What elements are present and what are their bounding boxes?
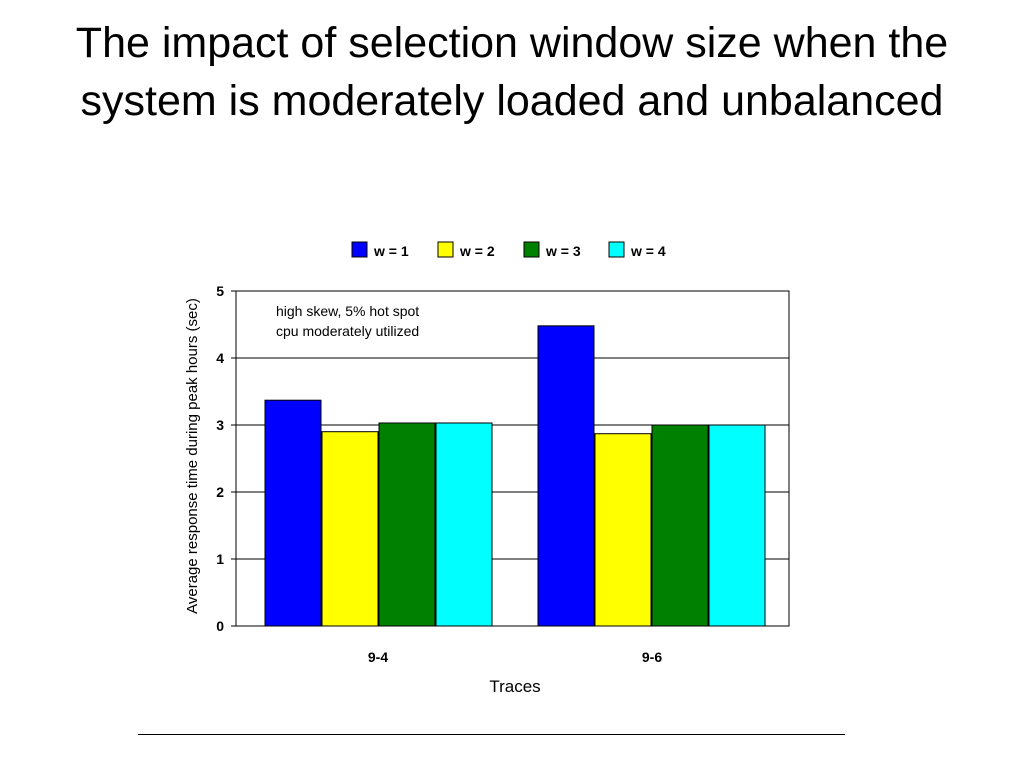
x-axis-label: Traces [489,677,540,696]
x-tick-label: 9-6 [642,649,662,665]
legend-label: w = 2 [459,243,495,259]
bar-w3-9-4 [378,422,436,627]
bar-w2-9-6 [594,433,652,627]
y-axis-ticks: 0 1 2 3 4 5 [216,283,236,634]
bar-w4-9-6 [708,424,766,627]
x-axis-ticks: 9-4 9-6 [368,649,662,665]
annotation-line: high skew, 5% hot spot [276,303,419,319]
legend-label: w = 1 [373,243,409,259]
x-tick-label: 9-4 [368,649,388,665]
legend-swatch [437,241,454,258]
y-tick-label: 1 [216,551,224,567]
y-tick-label: 2 [216,484,224,500]
chart-annotation: high skew, 5% hot spot cpu moderately uti… [276,303,419,339]
bars [264,325,766,627]
y-tick-label: 0 [216,618,224,634]
legend-label: w = 3 [545,243,581,259]
legend-swatch [351,241,368,258]
bar-w4-9-4 [435,422,493,627]
bar-w3-9-6 [651,424,709,627]
bar-w1-9-6 [537,325,595,627]
legend-swatch [523,241,540,258]
bar-w2-9-4 [321,431,379,627]
legend-label: w = 4 [630,243,666,259]
annotation-line: cpu moderately utilized [276,323,419,339]
legend-swatch [608,241,625,258]
y-tick-label: 3 [216,417,224,433]
footer-divider [138,734,845,735]
y-axis-label: Average response time during peak hours … [184,298,201,614]
slide-title: The impact of selection window size when… [75,19,949,125]
chart-legend: w = 1 w = 2 w = 3 w = 4 [351,241,666,259]
y-tick-label: 5 [216,283,224,299]
y-tick-label: 4 [216,350,224,366]
bar-w1-9-4 [264,399,322,627]
